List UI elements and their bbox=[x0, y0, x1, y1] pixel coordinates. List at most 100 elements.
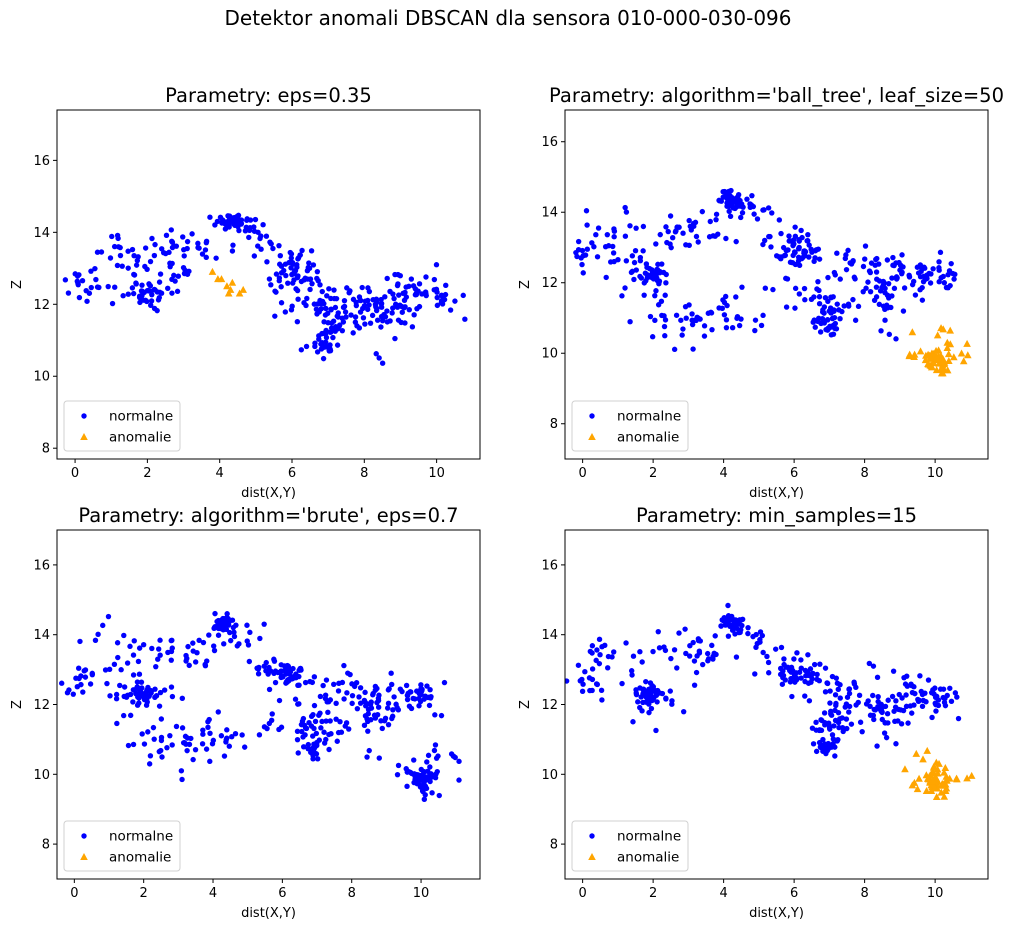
normal-point bbox=[875, 698, 881, 705]
normal-point bbox=[288, 255, 294, 261]
normal-point bbox=[608, 259, 614, 265]
normal-point bbox=[288, 251, 295, 257]
normal-point bbox=[653, 288, 659, 294]
normal-point bbox=[874, 276, 880, 282]
normal-point bbox=[319, 330, 325, 337]
normal-point bbox=[149, 645, 155, 652]
normal-point bbox=[314, 268, 321, 275]
normal-point bbox=[724, 196, 731, 202]
y-axis-label: Z bbox=[10, 700, 25, 709]
normal-point bbox=[370, 692, 376, 698]
normal-point bbox=[766, 670, 772, 676]
anomaly-point bbox=[929, 763, 938, 771]
normal-point bbox=[948, 698, 955, 704]
normal-point bbox=[140, 297, 147, 303]
normal-point bbox=[266, 664, 272, 671]
normal-point bbox=[686, 242, 692, 248]
anomaly-point bbox=[943, 344, 952, 352]
normal-point bbox=[312, 343, 318, 350]
normal-point bbox=[372, 715, 379, 721]
normal-point bbox=[578, 255, 584, 261]
normal-point bbox=[204, 658, 210, 664]
normal-point bbox=[791, 249, 798, 255]
normal-point bbox=[865, 279, 871, 285]
normal-point bbox=[663, 695, 669, 701]
normal-point bbox=[312, 718, 319, 725]
legend-normal-marker bbox=[589, 413, 595, 419]
legend: normalne anomalie bbox=[63, 820, 181, 872]
normal-point bbox=[936, 259, 942, 265]
normal-point bbox=[829, 732, 836, 738]
normal-point bbox=[125, 265, 131, 271]
normal-point bbox=[378, 324, 384, 330]
legend-box bbox=[63, 820, 181, 872]
normal-point bbox=[276, 242, 282, 249]
normal-point bbox=[813, 727, 819, 733]
normal-point bbox=[298, 667, 304, 673]
normal-point bbox=[283, 272, 289, 279]
normal-point bbox=[278, 263, 285, 269]
anomaly-point bbox=[942, 784, 951, 792]
normal-point bbox=[401, 297, 408, 304]
normal-point bbox=[112, 284, 118, 290]
normal-point bbox=[282, 309, 289, 315]
normal-point bbox=[641, 292, 647, 298]
anomaly-point bbox=[940, 358, 949, 366]
normal-point bbox=[918, 268, 924, 275]
normal-point bbox=[655, 302, 662, 308]
normal-point bbox=[841, 303, 847, 309]
normal-point bbox=[789, 693, 795, 700]
normal-point bbox=[859, 728, 865, 735]
normal-point bbox=[806, 242, 812, 248]
normal-point bbox=[320, 682, 326, 689]
normal-point bbox=[302, 679, 309, 686]
normal-point bbox=[362, 298, 369, 304]
normal-point bbox=[307, 286, 313, 293]
normal-point bbox=[427, 695, 434, 701]
normal-point bbox=[611, 228, 618, 234]
normal-point bbox=[417, 784, 424, 790]
normal-point bbox=[321, 319, 327, 325]
normal-point bbox=[783, 664, 789, 670]
normal-point bbox=[200, 639, 207, 646]
normal-point bbox=[903, 703, 910, 710]
legend-anomaly-label: anomalie bbox=[109, 430, 171, 446]
normal-point bbox=[837, 315, 843, 322]
y-tick-label: 14 bbox=[33, 628, 50, 643]
anomaly-point bbox=[224, 289, 233, 297]
normal-point bbox=[125, 248, 131, 254]
normal-point bbox=[76, 294, 83, 301]
normal-point bbox=[320, 355, 327, 362]
normal-point bbox=[574, 253, 580, 260]
normal-point bbox=[633, 687, 639, 693]
normal-point bbox=[656, 645, 663, 651]
normal-point bbox=[633, 225, 639, 231]
normal-point bbox=[102, 667, 109, 673]
normal-point bbox=[893, 741, 899, 747]
anomaly-point bbox=[940, 768, 948, 776]
normal-point bbox=[786, 233, 792, 239]
x-tick-label: 4 bbox=[216, 466, 224, 481]
x-tick-label: 8 bbox=[360, 466, 368, 481]
normal-point bbox=[272, 313, 278, 319]
anomaly-point bbox=[223, 282, 231, 290]
normal-point bbox=[737, 627, 743, 634]
anomaly-point bbox=[922, 786, 931, 794]
normal-point bbox=[796, 669, 803, 675]
normal-point bbox=[121, 632, 127, 639]
normal-point bbox=[832, 692, 839, 698]
anomaly-point bbox=[933, 765, 942, 773]
normal-point bbox=[683, 650, 689, 657]
normal-point bbox=[782, 677, 788, 683]
x-tick-label: 10 bbox=[927, 466, 944, 481]
normal-point bbox=[385, 700, 392, 707]
normal-point bbox=[75, 665, 82, 671]
normal-point bbox=[689, 311, 695, 317]
normal-point bbox=[922, 265, 928, 271]
normal-point bbox=[428, 771, 434, 777]
normal-point bbox=[404, 696, 411, 703]
legend-anomaly-marker bbox=[80, 433, 88, 440]
normal-point bbox=[255, 671, 262, 677]
normal-point bbox=[826, 722, 832, 728]
normal-point bbox=[357, 685, 364, 691]
